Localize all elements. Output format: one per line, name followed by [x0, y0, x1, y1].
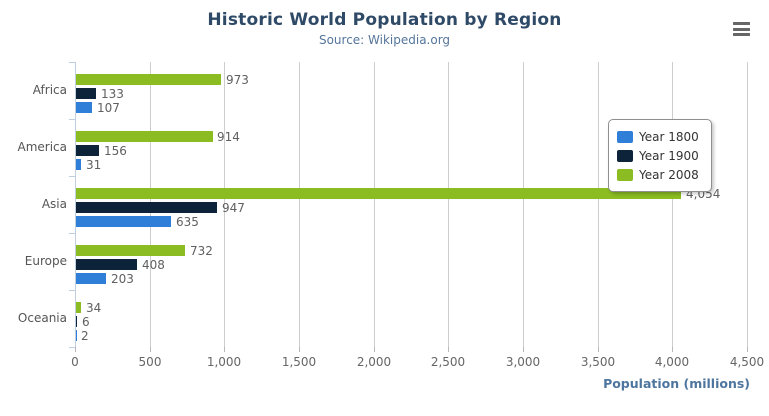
- category-label-europe: Europe: [24, 254, 67, 268]
- x-axis-tick-label: 2,500: [430, 355, 466, 369]
- data-label: 31: [86, 158, 102, 172]
- plot-area: 0 500 1,000 1,500 2,000 2,500 3,000 3,500 4,000 4…: [18, 62, 764, 369]
- data-label: 6: [82, 315, 90, 329]
- data-label: 107: [97, 101, 120, 115]
- gridline: [224, 62, 225, 347]
- legend-item-label: Year 1800: [639, 129, 699, 144]
- gridline: [747, 62, 748, 347]
- x-axis-tick-label: 500: [138, 355, 162, 369]
- category-axis-tick: [69, 62, 75, 63]
- bar-america-year-1800[interactable]: [76, 159, 81, 170]
- bar-asia-year-1800[interactable]: [76, 216, 171, 227]
- category-axis-line: [75, 62, 76, 347]
- bar-america-year-1900[interactable]: [76, 145, 100, 156]
- hamburger-icon: [733, 33, 750, 36]
- category-axis-tick: [69, 233, 75, 234]
- data-label: 408: [142, 258, 165, 272]
- legend-swatch-icon: [617, 149, 633, 162]
- x-axis-tick: [75, 347, 76, 352]
- data-label: 973: [226, 73, 249, 87]
- x-axis-tick-label: 3,500: [580, 355, 616, 369]
- data-label: 2: [81, 329, 89, 343]
- x-axis-title: Population (millions): [603, 376, 750, 391]
- bar-africa-year-2008[interactable]: [76, 74, 222, 85]
- x-axis-tick-label: 4,500: [729, 355, 765, 369]
- x-axis-tick: [523, 347, 524, 352]
- gridline: [598, 62, 599, 347]
- x-axis-tick: [747, 347, 748, 352]
- x-axis-tick: [374, 347, 375, 352]
- bar-europe-year-1900[interactable]: [76, 259, 137, 270]
- legend-swatch-icon: [617, 168, 633, 181]
- chart-title: Historic World Population by Region: [207, 10, 562, 30]
- bar-europe-year-1800[interactable]: [76, 273, 107, 284]
- x-axis-tick-label: 1,500: [281, 355, 317, 369]
- category-axis-tick: [69, 347, 75, 348]
- data-label: 732: [190, 244, 213, 258]
- x-axis-tick: [299, 347, 300, 352]
- data-label: 34: [86, 301, 102, 315]
- bar-america-year-2008[interactable]: [76, 131, 213, 142]
- category-label-africa: Africa: [32, 83, 67, 97]
- legend-item-year-1800[interactable]: Year 1800: [617, 127, 699, 146]
- data-label: 203: [111, 272, 134, 286]
- gridline: [672, 62, 673, 347]
- bar-oceania-year-1900[interactable]: [76, 316, 77, 327]
- x-axis-tick-label: 4,000: [654, 355, 690, 369]
- data-label: 947: [222, 201, 245, 215]
- hamburger-icon: [733, 27, 750, 31]
- x-axis-tick: [150, 347, 151, 352]
- legend-item-year-2008[interactable]: Year 2008: [617, 165, 699, 184]
- gridline: [448, 62, 449, 347]
- category-label-asia: Asia: [41, 197, 67, 211]
- legend-swatch-icon: [617, 130, 633, 143]
- data-label: 133: [101, 87, 124, 101]
- x-axis-tick: [672, 347, 673, 352]
- hamburger-icon: [733, 22, 750, 25]
- bar-asia-year-1900[interactable]: [76, 202, 218, 213]
- category-axis-tick: [69, 176, 75, 177]
- category-axis-tick: [69, 290, 75, 291]
- gridline: [299, 62, 300, 347]
- x-axis-tick-label: 0: [71, 355, 79, 369]
- bar-africa-year-1900[interactable]: [76, 88, 96, 99]
- legend: Year 1800 Year 1900 Year 2008: [608, 119, 712, 192]
- gridline: [523, 62, 524, 347]
- context-menu-button[interactable]: [733, 22, 750, 39]
- legend-item-label: Year 2008: [639, 167, 699, 182]
- category-axis-tick: [69, 119, 75, 120]
- bar-oceania-year-2008[interactable]: [76, 302, 82, 313]
- chart-subtitle: Source: Wikipedia.org: [318, 33, 451, 47]
- x-axis-tick-label: 3,000: [505, 355, 541, 369]
- category-label-oceania: Oceania: [17, 311, 67, 325]
- x-axis-tick: [224, 347, 225, 352]
- x-axis-tick: [598, 347, 599, 352]
- bar-europe-year-2008[interactable]: [76, 245, 186, 256]
- x-axis-tick: [448, 347, 449, 352]
- data-label: 156: [104, 144, 127, 158]
- gridline: [374, 62, 375, 347]
- data-label: 914: [217, 130, 240, 144]
- bar-asia-year-2008[interactable]: [76, 188, 682, 199]
- legend-item-label: Year 1900: [639, 148, 699, 163]
- bar-africa-year-1800[interactable]: [76, 102, 92, 113]
- data-label: 635: [176, 215, 199, 229]
- category-label-america: America: [17, 140, 68, 154]
- x-axis-tick-label: 2,000: [356, 355, 392, 369]
- x-axis-tick-label: 1,000: [206, 355, 242, 369]
- legend-item-year-1900[interactable]: Year 1900: [617, 146, 699, 165]
